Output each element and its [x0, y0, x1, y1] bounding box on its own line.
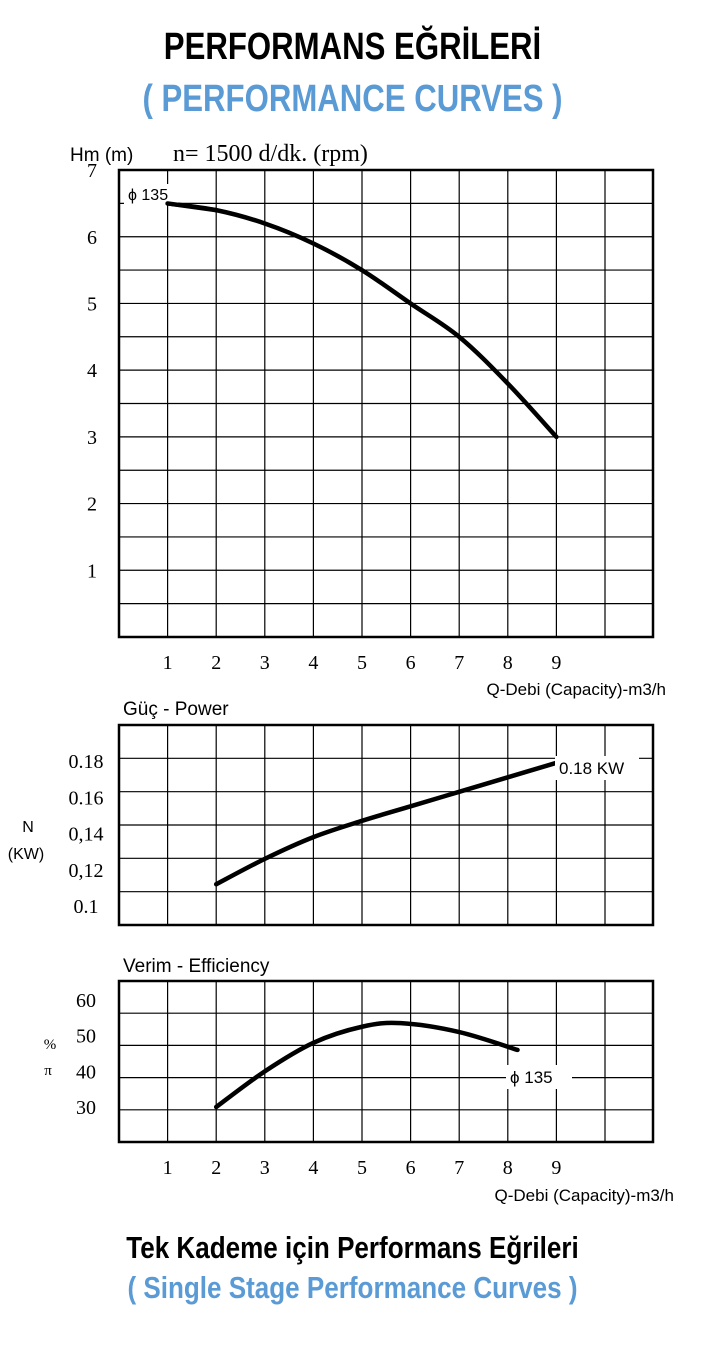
performance-charts: 1 2 3 4 5 6 7 1 2 3 4 5 6 7 8 9 Hm (m) n= 1500 d/dk. (rpm… [0, 0, 705, 1348]
head-x-tick-label: 5 [357, 652, 367, 674]
power-y-axis-label-unit: (KW) [8, 846, 44, 863]
power-y-tick-label: 0.18 [69, 751, 104, 773]
power-y-tick-label: 0.1 [74, 896, 99, 918]
efficiency-y-tick-label: 30 [76, 1097, 96, 1119]
head-x-tick-label: 3 [260, 652, 270, 674]
efficiency-x-tick-label: 1 [163, 1157, 173, 1179]
head-y-axis-label: Hm (m) [70, 145, 133, 166]
efficiency-x-axis-label: Q-Debi (Capacity)-m3/h [495, 1186, 675, 1205]
efficiency-x-tick-label: 9 [551, 1157, 561, 1179]
efficiency-x-tick-label: 2 [211, 1157, 221, 1179]
efficiency-y-tick-label: 50 [76, 1026, 96, 1048]
head-x-tick-label: 6 [406, 652, 416, 674]
power-y-tick-label: 0,14 [69, 824, 104, 846]
head-x-tick-label: 2 [211, 652, 221, 674]
head-x-tick-label: 1 [163, 652, 173, 674]
head-x-tick-label: 7 [454, 652, 464, 674]
footer-title: Tek Kademe için Performans Eğrileri [56, 1230, 648, 1266]
head-x-tick-label: 4 [308, 652, 318, 674]
head-x-tick-label: 9 [551, 652, 561, 674]
efficiency-curve-annotation: ϕ 135 [510, 1068, 553, 1087]
head-curve-annotation: ϕ 135 [128, 187, 168, 204]
footer-subtitle: ( Single Stage Performance Curves ) [56, 1270, 648, 1306]
efficiency-curve-line [216, 1023, 517, 1107]
power-curve-line [216, 763, 556, 884]
head-y-tick-label: 6 [87, 227, 97, 249]
power-y-tick-label: 0.16 [69, 787, 104, 809]
efficiency-x-tick-label: 7 [454, 1157, 464, 1179]
efficiency-y-axis-label-pi: π [44, 1063, 52, 1079]
efficiency-chart-frame [119, 981, 653, 1142]
head-y-tick-label: 5 [87, 294, 97, 316]
efficiency-x-tick-label: 4 [308, 1157, 318, 1179]
power-curve-annotation: 0.18 KW [559, 759, 624, 778]
head-x-tick-label: 8 [503, 652, 513, 674]
power-chart-title: Güç - Power [123, 699, 229, 720]
efficiency-x-tick-label: 3 [260, 1157, 270, 1179]
efficiency-y-axis-label-percent: % [44, 1037, 57, 1053]
head-y-tick-label: 2 [87, 494, 97, 516]
power-y-axis-label-n: N [22, 819, 34, 836]
head-y-tick-label: 1 [87, 560, 97, 582]
power-y-tick-label: 0,12 [69, 860, 104, 882]
efficiency-x-tick-label: 5 [357, 1157, 367, 1179]
head-y-tick-label: 3 [87, 427, 97, 449]
efficiency-chart-title: Verim - Efficiency [123, 956, 270, 977]
efficiency-x-tick-label: 8 [503, 1157, 513, 1179]
head-x-axis-label: Q-Debi (Capacity)-m3/h [487, 680, 667, 699]
head-chart-title: n= 1500 d/dk. (rpm) [173, 141, 368, 167]
efficiency-y-tick-label: 40 [76, 1061, 96, 1083]
efficiency-y-tick-label: 60 [76, 990, 96, 1012]
head-y-tick-label: 4 [87, 360, 97, 382]
efficiency-x-tick-label: 6 [406, 1157, 416, 1179]
